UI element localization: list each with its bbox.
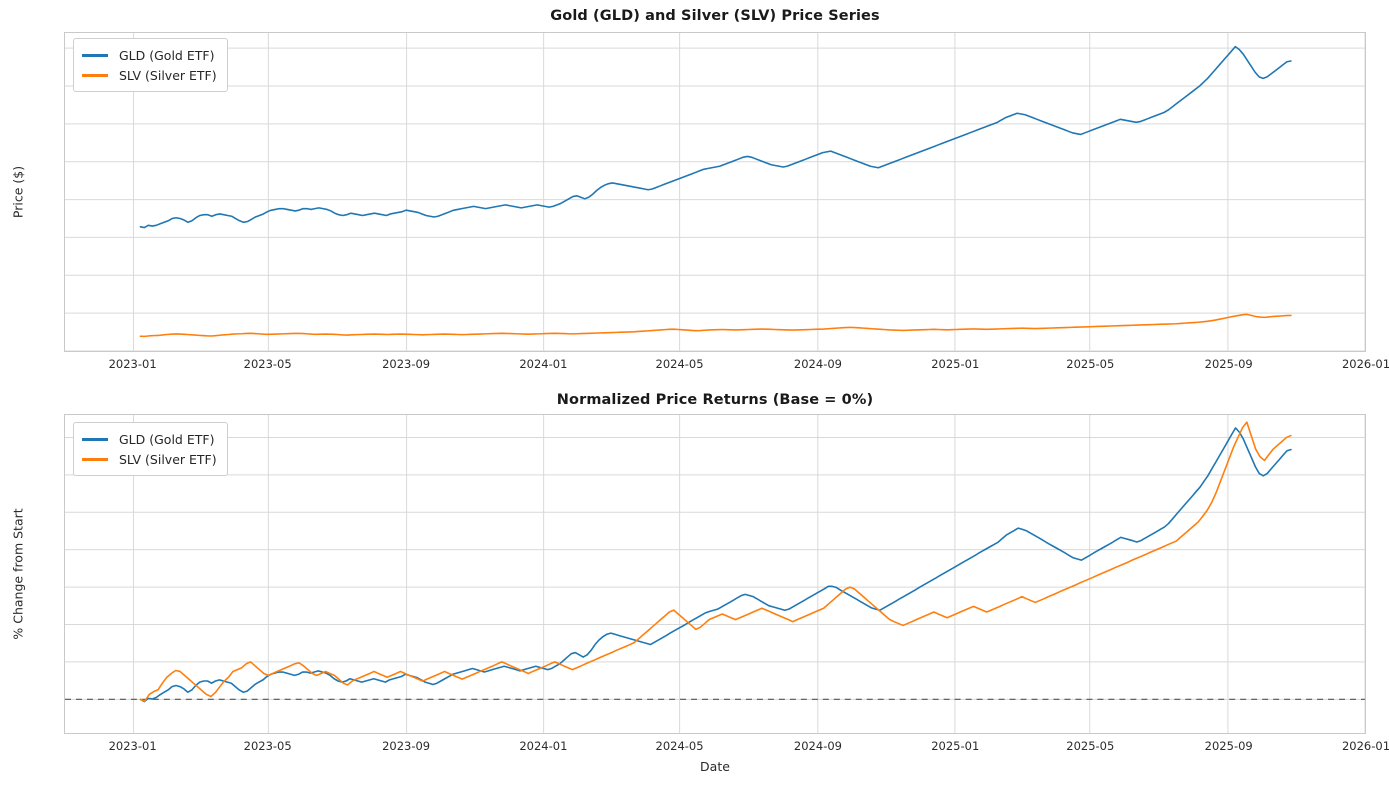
x-tick-label: 2025-05: [1066, 739, 1115, 753]
slv-legend-label: SLV (Silver ETF): [119, 67, 217, 83]
y-tick-label: 150: [64, 232, 65, 246]
y-tick-label: 140: [64, 431, 65, 445]
x-tick-label: 2025-09: [1204, 739, 1253, 753]
x-tick-label: 2024-09: [793, 739, 842, 753]
top-plot-area: 0 50 100 150 200 250 300 350 400: [64, 32, 1366, 352]
x-tick-label: 2023-09: [382, 739, 431, 753]
top-chart-canvas: [65, 33, 1365, 351]
y-tick-label: 40: [64, 619, 65, 633]
bottom-legend: GLD (Gold ETF) SLV (Silver ETF): [73, 422, 228, 476]
bottom-gridlines: [65, 415, 1365, 733]
x-tick-label: 2023-05: [243, 357, 292, 371]
price-series-panel: Gold (GLD) and Silver (SLV) Price Series…: [0, 0, 1389, 378]
normalized-returns-panel: Normalized Price Returns (Base = 0%) 0 20…: [0, 378, 1389, 790]
x-tick-label: 2023-01: [108, 357, 157, 371]
y-tick-label: 80: [64, 544, 65, 558]
x-tick-label: 2024-05: [655, 739, 704, 753]
y-tick-label: 350: [64, 79, 65, 93]
gld-return-line: [139, 427, 1292, 703]
legend-entry-gld: GLD (Gold ETF): [82, 45, 217, 65]
bottom-plot-area: 0 20 40 60 80 100 120 140: [64, 414, 1366, 734]
y-tick-label: 50: [64, 308, 65, 322]
x-tick-label: 2023-05: [243, 739, 292, 753]
y-tick-label: 300: [64, 117, 65, 131]
x-tick-label: 2024-05: [655, 357, 704, 371]
y-tick-label: 0: [64, 346, 65, 352]
gld-legend-label: GLD (Gold ETF): [119, 47, 215, 63]
x-tick-label: 2023-01: [108, 739, 157, 753]
top-chart-title: Gold (GLD) and Silver (SLV) Price Series: [550, 8, 880, 24]
x-tick-label: 2025-01: [931, 357, 980, 371]
x-tick-label: 2025-09: [1204, 357, 1253, 371]
x-tick-label: 2024-01: [519, 739, 568, 753]
y-tick-label: 100: [64, 270, 65, 284]
bottom-chart-canvas: [65, 415, 1365, 733]
gld-color-swatch: [82, 437, 108, 441]
legend-entry-gld: GLD (Gold ETF): [82, 429, 217, 449]
slv-return-line: [139, 421, 1292, 702]
x-tick-label: 2025-05: [1066, 357, 1115, 371]
x-tick-label: 2025-01: [931, 739, 980, 753]
legend-entry-slv: SLV (Silver ETF): [82, 65, 217, 85]
gld-legend-label: GLD (Gold ETF): [119, 431, 215, 447]
slv-price-line: [139, 313, 1292, 338]
x-axis-label: Date: [700, 759, 730, 774]
x-tick-label: 2026-01: [1341, 357, 1389, 371]
slv-color-swatch: [82, 457, 108, 461]
x-tick-label: 2024-09: [793, 357, 842, 371]
y-tick-label: 120: [64, 468, 65, 482]
bottom-y-axis-label: % Change from Start: [10, 508, 26, 640]
bottom-chart-title: Normalized Price Returns (Base = 0%): [556, 392, 874, 408]
y-tick-label: 400: [64, 41, 65, 55]
legend-entry-slv: SLV (Silver ETF): [82, 449, 217, 469]
gld-price-line: [139, 45, 1292, 229]
y-tick-label: 250: [64, 156, 65, 170]
top-legend: GLD (Gold ETF) SLV (Silver ETF): [73, 38, 228, 92]
x-tick-label: 2026-01: [1341, 739, 1389, 753]
top-gridlines: [65, 33, 1365, 351]
gld-color-swatch: [82, 53, 108, 57]
y-tick-label: 0: [64, 694, 65, 708]
x-tick-label: 2023-09: [382, 357, 431, 371]
x-tick-label: 2024-01: [519, 357, 568, 371]
slv-color-swatch: [82, 73, 108, 77]
top-y-axis-label: Price ($): [10, 165, 26, 219]
y-tick-label: 200: [64, 194, 65, 208]
y-tick-label: 60: [64, 581, 65, 595]
y-tick-label: 20: [64, 656, 65, 670]
slv-legend-label: SLV (Silver ETF): [119, 451, 217, 467]
y-tick-label: 100: [64, 506, 65, 520]
